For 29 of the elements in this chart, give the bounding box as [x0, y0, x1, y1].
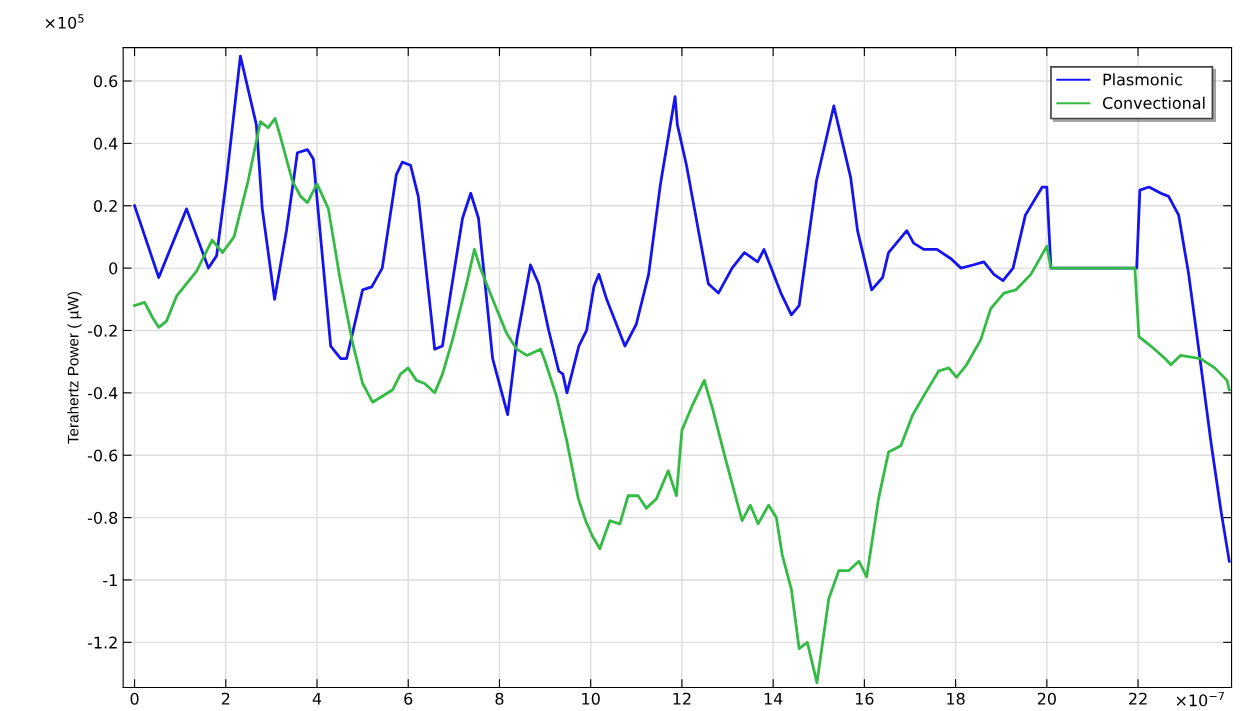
x-tick-label: 10 — [582, 692, 600, 705]
y-tick-label: -0.4 — [87, 387, 118, 400]
line-series — [133, 117, 1231, 685]
y-tick-label: -0.6 — [87, 449, 118, 462]
x-tick-label: 2 — [221, 692, 230, 705]
x-tick-label: 12 — [673, 692, 691, 705]
x-tick-label: 22 — [1129, 692, 1147, 705]
y-tick-label: -0.2 — [87, 324, 117, 337]
y-tick-label: -1.2 — [87, 636, 117, 649]
y-tick-label: -1 — [103, 574, 117, 587]
x-tick-label: 20 — [1037, 692, 1056, 705]
x-tick-label: 18 — [947, 692, 965, 705]
line-series — [133, 54, 1231, 563]
legend-label: Plasmonic — [1103, 73, 1182, 86]
x-tick-label: 0 — [130, 692, 139, 705]
legend-label: Convectional — [1102, 96, 1205, 109]
x-tick-label: 4 — [312, 692, 322, 705]
text: ×10$^{−7}$ — [1176, 691, 1224, 707]
x-tick-label: 16 — [855, 692, 874, 705]
text: ×10$^{5}$ — [45, 14, 84, 29]
y-tick-label: 0.2 — [93, 199, 117, 213]
y-axis-title: Terahertz Power ( µW) — [67, 291, 82, 444]
y-tick-label: -0.8 — [87, 511, 118, 524]
y-tick-label: 0.4 — [93, 137, 118, 150]
y-tick-label: 0.6 — [93, 75, 118, 88]
x-tick-label: 14 — [764, 692, 783, 705]
y-tick-label: 0 — [109, 262, 118, 275]
x-tick-label: 6 — [404, 692, 413, 705]
x-tick-label: 8 — [495, 692, 504, 705]
